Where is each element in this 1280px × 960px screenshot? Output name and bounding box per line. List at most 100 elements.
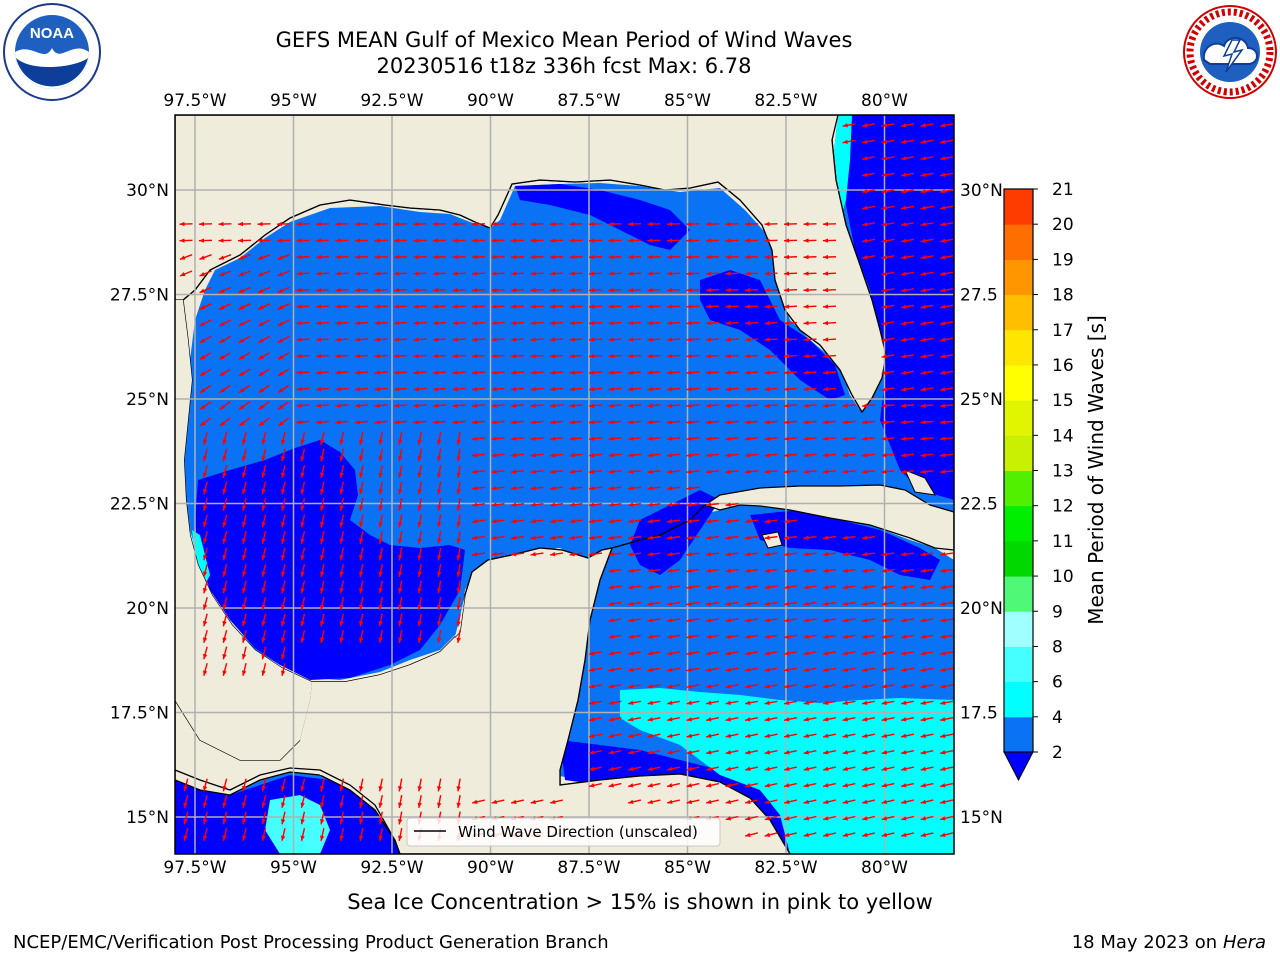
credit-text: NCEP/EMC/Verification Post Processing Pr…: [13, 932, 609, 953]
lat-tick-right: 27.5: [960, 286, 998, 306]
colorbar-tick: 6: [1052, 673, 1063, 693]
colorbar-label: Mean Period of Wind Waves [s]: [1084, 315, 1108, 625]
nws-logo: [1183, 5, 1277, 99]
lon-tick-top: 95°W: [270, 91, 317, 111]
chart-subtitle: 20230516 t18z 336h fcst Max: 6.78: [376, 54, 752, 78]
lon-tick-bottom: 82.5°W: [754, 858, 817, 878]
lon-ticks-bottom: 97.5°W 95°W 92.5°W 90°W 87.5°W 85°W 82.5°W 80°W: [163, 858, 908, 878]
chart-title: GEFS MEAN Gulf of Mexico Mean Period of …: [275, 28, 853, 52]
lon-tick-top: 87.5°W: [557, 91, 620, 111]
central-america-land: [300, 595, 465, 780]
colorbar-segment: [1004, 505, 1033, 542]
sea-ice-note: Sea Ice Concentration > 15% is shown in …: [347, 890, 933, 914]
lat-tick-right: 25°N: [960, 390, 1003, 410]
lat-tick-left: 25°N: [126, 390, 169, 410]
date-text: 18 May 2023 on: [1071, 932, 1218, 953]
colorbar-segment: [1004, 435, 1033, 471]
colorbar-segment: [1004, 716, 1033, 753]
colorbar-segment: [1004, 189, 1033, 225]
bay-of-campeche-low: [195, 440, 465, 680]
colorbar-tick: 13: [1052, 462, 1074, 482]
colorbar-segment: [1004, 224, 1033, 260]
noaa-logo: NOAA: [3, 3, 101, 101]
cuba: [703, 484, 954, 551]
colorbar-tick: 10: [1052, 567, 1074, 587]
colorbar-tick: 12: [1052, 497, 1074, 517]
mexico-land-left: [175, 300, 312, 760]
colorbar-tick: 20: [1052, 215, 1074, 235]
lat-tick-left: 17.5°N: [110, 704, 169, 724]
colorbar-tick: 19: [1052, 250, 1074, 270]
honduras-coast-low: [560, 740, 795, 854]
cuba-coast-low: [750, 510, 940, 580]
colorbar-segment: [1004, 294, 1033, 331]
lat-tick-left: 27.5°N: [110, 286, 169, 306]
date-stamp: 18 May 2023 on Hera: [1072, 932, 1266, 953]
lat-tick-left: 30°N: [126, 181, 169, 201]
lon-tick-top: 82.5°W: [754, 91, 817, 111]
lat-tick-right: 30°N: [960, 181, 1003, 201]
colorbar-segment: [1004, 681, 1033, 718]
colorbar-segment: [1004, 400, 1033, 436]
lon-tick-top: 92.5°W: [360, 91, 423, 111]
colorbar-extend: [1003, 751, 1034, 782]
noaa-logo-text: NOAA: [30, 25, 74, 42]
wind-arrows: [179, 123, 954, 842]
lat-tick-left: 20°N: [126, 599, 169, 619]
map-legend: Wind Wave Direction (unscaled): [406, 817, 721, 847]
map-frame: [174, 114, 955, 855]
atlantic-low: [840, 115, 954, 500]
lat-tick-right: 17.5: [960, 704, 998, 724]
colorbar-segment: [1004, 611, 1033, 647]
lon-tick-bottom: 92.5°W: [360, 858, 423, 878]
lat-tick-left: 22.5°N: [110, 495, 169, 515]
colorbar-segment: [1004, 364, 1033, 401]
lon-tick-bottom: 80°W: [861, 858, 908, 878]
lon-tick-top: 97.5°W: [163, 91, 226, 111]
colorbar-tick: 11: [1052, 532, 1074, 552]
colorbar-tick: 18: [1052, 286, 1074, 306]
colorbar-segment: [1004, 540, 1033, 577]
colorbar-tick: 17: [1052, 321, 1074, 341]
colorbar-tick: 21: [1052, 180, 1074, 200]
colorbar: 2 4 6 8 9 10 11 12 13 14 15 16 17 18 19 20 21: [1003, 180, 1074, 782]
host-text: Hera: [1222, 932, 1266, 953]
pacific-cyan: [265, 795, 330, 854]
florida-shelf-low: [700, 270, 845, 400]
lat-ticks-left: 30°N 27.5°N 25°N 22.5°N 20°N 17.5°N 15°N: [110, 181, 169, 828]
colorbar-segment: [1004, 646, 1033, 683]
lon-tick-top: 90°W: [467, 91, 514, 111]
pacific-coast: [175, 767, 401, 854]
colorbar-tick: 15: [1052, 391, 1074, 411]
lat-ticks-right: 30°N 27.5 25°N 22.5 20°N 17.5 15°N: [960, 181, 1003, 828]
colorbar-tick: 4: [1052, 708, 1063, 728]
lon-tick-bottom: 90°W: [467, 858, 514, 878]
colorbar-tick: 14: [1052, 426, 1074, 446]
lon-tick-bottom: 95°W: [270, 858, 317, 878]
colorbar-tick: 2: [1052, 743, 1063, 763]
lat-tick-right: 15°N: [960, 808, 1003, 828]
caribbean-cyan: [620, 688, 954, 854]
colorbar-tick: 8: [1052, 637, 1063, 657]
lon-tick-bottom: 97.5°W: [163, 858, 226, 878]
bahamas: [904, 469, 936, 496]
lon-tick-bottom: 85°W: [664, 858, 711, 878]
colorbar-segment: [1004, 470, 1033, 507]
lon-ticks-top: 97.5°W 95°W 92.5°W 90°W 87.5°W 85°W 82.5°W 80°W: [163, 91, 908, 111]
gridlines: [175, 115, 954, 854]
lat-tick-right: 20°N: [960, 599, 1003, 619]
northern-gulf-low: [515, 184, 690, 250]
lon-tick-top: 80°W: [861, 91, 908, 111]
lat-tick-left: 15°N: [126, 808, 169, 828]
colorbar-segment: [1004, 329, 1033, 366]
colorbar-segment: [1004, 576, 1033, 612]
colorbar-tick: 16: [1052, 356, 1074, 376]
colorbar-segment: [1004, 259, 1033, 296]
map-area: [175, 115, 954, 854]
lon-tick-bottom: 87.5°W: [557, 858, 620, 878]
legend-label: Wind Wave Direction (unscaled): [458, 823, 698, 841]
lat-tick-right: 22.5: [960, 495, 998, 515]
colorbar-tick: 9: [1052, 602, 1063, 622]
lon-tick-top: 85°W: [664, 91, 711, 111]
